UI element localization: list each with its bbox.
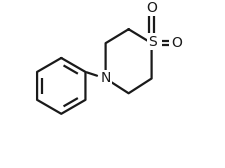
Text: O: O	[146, 1, 156, 15]
Text: N: N	[100, 72, 110, 86]
Text: O: O	[170, 36, 181, 50]
Text: S: S	[147, 35, 156, 49]
